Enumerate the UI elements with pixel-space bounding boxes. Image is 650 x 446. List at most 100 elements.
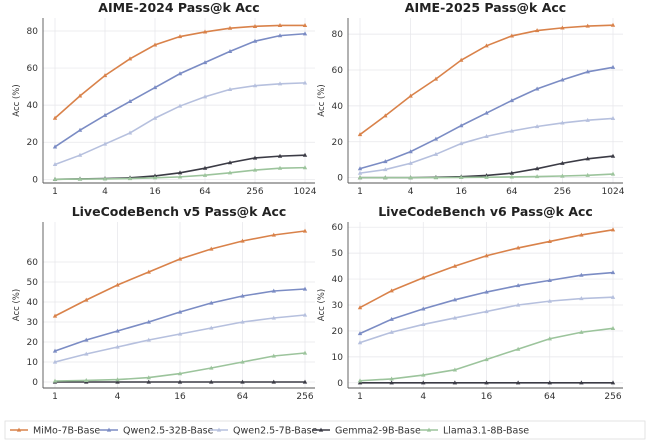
data-point bbox=[127, 130, 133, 135]
y-tick-label: 80 bbox=[332, 30, 344, 40]
data-point bbox=[585, 117, 590, 122]
data-point bbox=[484, 289, 489, 294]
series-Llama3.1-8B-Base bbox=[52, 165, 308, 181]
data-point bbox=[152, 175, 158, 180]
data-point bbox=[389, 288, 394, 293]
x-tick-label: 4 bbox=[408, 187, 414, 197]
data-point bbox=[509, 33, 514, 38]
data-point bbox=[152, 115, 158, 120]
data-point bbox=[302, 31, 308, 36]
y-tick-label: 50 bbox=[27, 278, 39, 288]
data-point bbox=[202, 172, 208, 177]
x-tick-label: 16 bbox=[481, 392, 493, 402]
subplot-3: 1 4 16 64 256 0 10 20 30 40 50 60 LiveCodeBench v5 P… bbox=[12, 204, 315, 402]
data-point bbox=[408, 175, 413, 180]
data-point bbox=[383, 159, 388, 164]
data-point bbox=[484, 253, 489, 258]
data-point bbox=[534, 124, 540, 129]
data-point bbox=[383, 167, 388, 172]
data-point bbox=[177, 371, 183, 376]
legend-item: Qwen2.5-32B-Base bbox=[100, 426, 214, 437]
legend-label: MiMo-7B-Base bbox=[33, 426, 100, 437]
data-point bbox=[84, 351, 89, 356]
data-point bbox=[459, 57, 464, 62]
data-point bbox=[515, 346, 521, 351]
series-MiMo-7B-Base bbox=[357, 22, 616, 137]
chart-title: AIME-2025 Pass@k Acc bbox=[405, 0, 566, 15]
y-tick-label: 40 bbox=[332, 102, 344, 112]
data-point bbox=[302, 228, 308, 233]
data-point bbox=[252, 155, 258, 160]
data-point bbox=[177, 71, 183, 76]
series-Llama3.1-8B-Base bbox=[357, 171, 616, 180]
data-point bbox=[146, 375, 151, 380]
y-tick-label: 0 bbox=[337, 379, 343, 389]
data-point bbox=[509, 170, 514, 175]
data-point bbox=[383, 113, 388, 118]
data-point bbox=[560, 173, 565, 178]
data-point bbox=[52, 162, 58, 167]
data-point bbox=[433, 151, 439, 156]
x-tick-label: 4 bbox=[102, 187, 108, 197]
data-point bbox=[547, 277, 552, 282]
data-point bbox=[515, 245, 521, 250]
data-point bbox=[227, 170, 233, 175]
y-tick-label: 0 bbox=[32, 378, 38, 388]
data-point bbox=[302, 152, 308, 157]
series-Qwen2.5-32B-Base bbox=[52, 31, 308, 149]
data-point bbox=[408, 160, 413, 165]
data-point bbox=[484, 110, 489, 115]
data-point bbox=[534, 28, 540, 33]
data-point bbox=[146, 379, 151, 384]
data-point bbox=[560, 120, 565, 125]
data-point bbox=[177, 34, 183, 39]
series-MiMo-7B-Base bbox=[52, 23, 308, 120]
series-MiMo-7B-Base bbox=[357, 227, 616, 310]
y-axis-label: Acc (%) bbox=[12, 289, 22, 321]
data-point bbox=[357, 170, 363, 175]
y-axis-label: Acc (%) bbox=[317, 84, 327, 116]
data-point bbox=[240, 238, 245, 243]
data-point bbox=[146, 337, 151, 342]
data-point bbox=[146, 319, 151, 324]
data-point bbox=[202, 29, 208, 34]
data-point bbox=[421, 380, 426, 385]
data-point bbox=[77, 152, 83, 157]
data-point bbox=[209, 365, 214, 370]
series-MiMo-7B-Base bbox=[52, 228, 308, 318]
data-point bbox=[271, 288, 276, 293]
data-point bbox=[515, 380, 521, 385]
data-point bbox=[433, 136, 439, 141]
data-point bbox=[547, 380, 552, 385]
data-point bbox=[271, 315, 276, 320]
data-point bbox=[357, 305, 363, 310]
data-point bbox=[52, 359, 58, 364]
chart-title: LiveCodeBench v5 Pass@k Acc bbox=[72, 204, 287, 219]
data-point bbox=[152, 42, 158, 47]
data-point bbox=[610, 64, 616, 69]
series-line bbox=[359, 66, 614, 170]
y-axis-label: Acc (%) bbox=[12, 84, 22, 116]
data-point bbox=[459, 123, 464, 128]
data-point bbox=[177, 256, 183, 261]
legend-label: Gemma2-9B-Base bbox=[335, 426, 421, 437]
data-point bbox=[202, 165, 208, 170]
chart-title: AIME-2024 Pass@k Acc bbox=[98, 0, 259, 15]
data-point bbox=[421, 322, 426, 327]
data-point bbox=[227, 25, 233, 30]
legend-item: Gemma2-9B-Base bbox=[312, 426, 421, 437]
data-point bbox=[115, 282, 120, 287]
data-point bbox=[383, 175, 388, 180]
data-point bbox=[560, 160, 565, 165]
y-tick-label: 30 bbox=[27, 318, 39, 328]
data-point bbox=[509, 98, 514, 103]
data-point bbox=[547, 336, 552, 341]
data-point bbox=[252, 83, 258, 88]
y-tick-label: 40 bbox=[27, 298, 39, 308]
series-Llama3.1-8B-Base bbox=[357, 325, 616, 383]
data-point bbox=[579, 272, 584, 277]
legend-item: Qwen2.5-7B-Base bbox=[210, 426, 318, 437]
x-tick-label: 1 bbox=[52, 187, 58, 197]
data-point bbox=[52, 378, 58, 383]
data-point bbox=[52, 348, 58, 353]
